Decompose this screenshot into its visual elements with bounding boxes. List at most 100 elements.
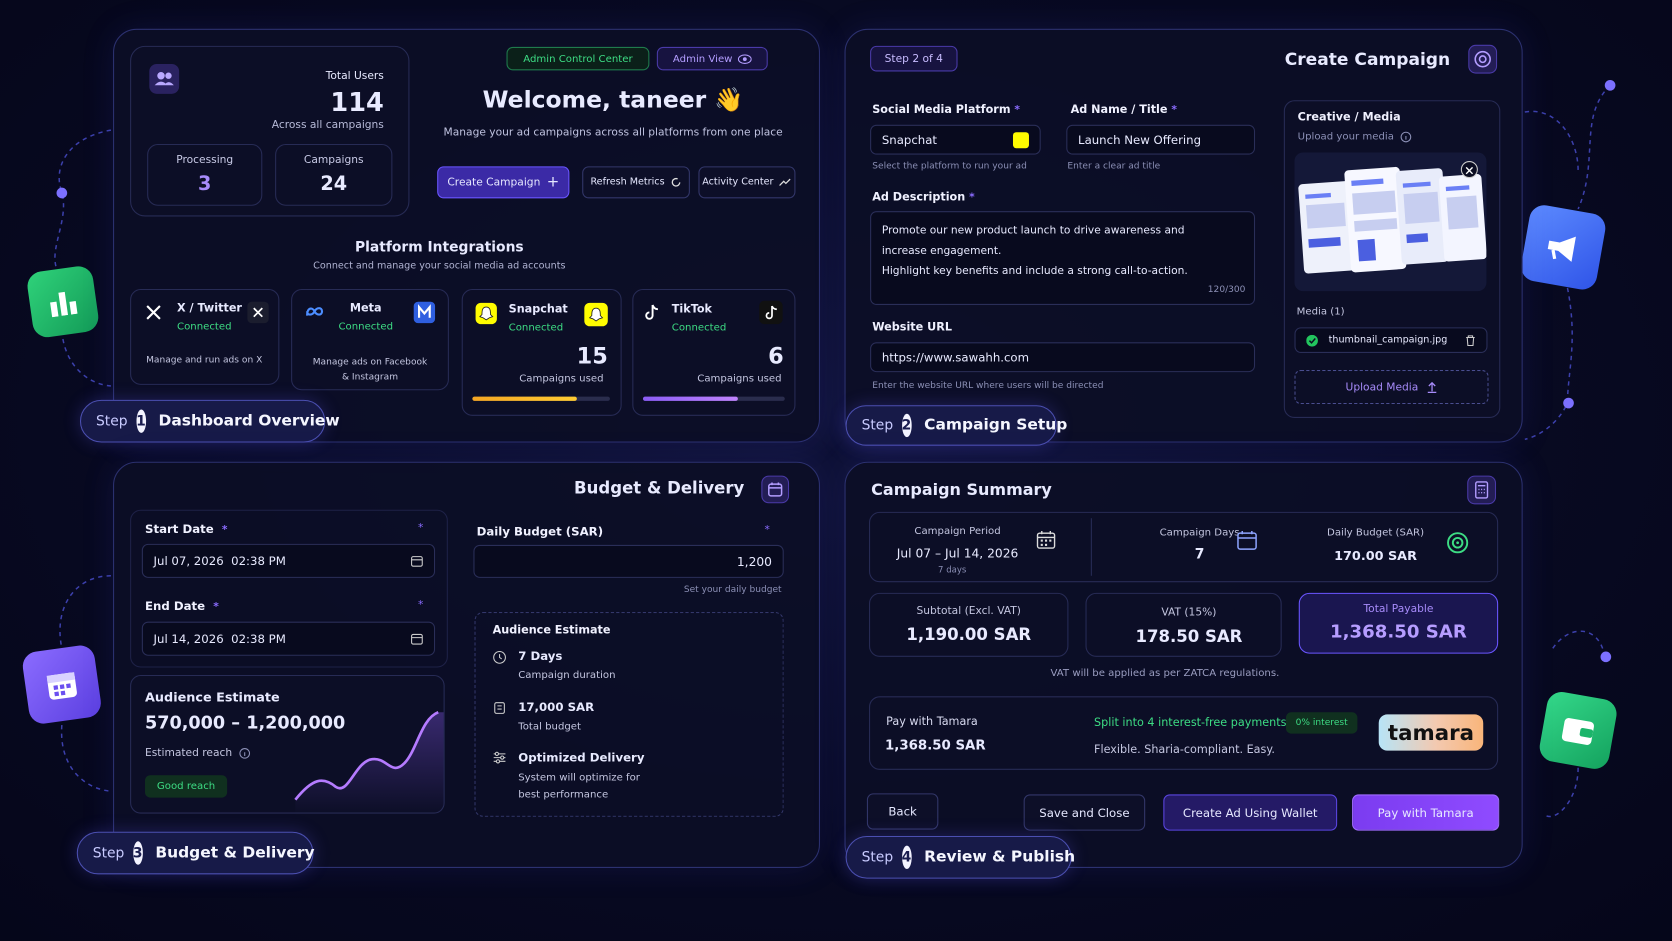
required-mark: * — [1171, 104, 1177, 117]
shape — [1400, 131, 1412, 143]
welcome-subtitle: Manage your ad campaigns across all plat… — [443, 126, 783, 139]
shape — [1298, 166, 1487, 274]
x-badge — [247, 301, 269, 324]
shape — [479, 306, 494, 321]
shape — [154, 81, 174, 86]
shape — [54, 691, 60, 697]
upload-media-button[interactable]: Upload Media — [1294, 370, 1489, 405]
integrations-title: Platform Integrations — [354, 239, 524, 256]
platform-note: Manage ads on Facebook & Instagram — [312, 357, 428, 383]
shape — [306, 307, 324, 316]
usage-track — [642, 396, 785, 401]
target-icon — [1447, 532, 1469, 554]
shape — [59, 575, 111, 649]
budget-panel — [113, 461, 820, 868]
label-text: Social Media Platform — [872, 103, 1011, 117]
shape — [1352, 190, 1397, 215]
shape — [1561, 717, 1595, 745]
end-date-input[interactable]: Jul 14, 2026 02:38 PM — [141, 621, 436, 656]
refresh-icon — [671, 177, 681, 187]
shape — [1037, 531, 1055, 539]
shape — [60, 690, 66, 696]
shape — [295, 712, 444, 813]
shape — [1551, 249, 1557, 260]
remove-button[interactable] — [1460, 161, 1478, 179]
reach-label: Estimated reach — [145, 747, 250, 759]
shape — [779, 178, 792, 186]
shape — [1604, 79, 1616, 91]
vat-value: 178.50 SAR — [1135, 626, 1243, 647]
days-label: Campaign Days — [1159, 526, 1240, 539]
pay-tamara-button[interactable]: Pay with Tamara — [1352, 794, 1500, 831]
shape — [253, 307, 263, 318]
refresh-metrics-button[interactable]: Refresh Metrics — [582, 166, 690, 199]
usage-track — [472, 396, 610, 401]
shape — [588, 307, 604, 322]
wallet-button[interactable]: Create Ad Using Wallet — [1163, 794, 1338, 831]
creative-subtitle: Upload your media — [1298, 131, 1412, 143]
step-pill: Step 1 Dashboard Overview — [79, 399, 340, 443]
shape — [1446, 195, 1479, 230]
activity-center-button[interactable]: Activity Center — [698, 166, 796, 199]
save-close-button[interactable]: Save and Close — [1023, 794, 1146, 831]
estimate-title: Audience Estimate — [492, 623, 611, 637]
platform-select[interactable]: Snapchat — [870, 124, 1041, 155]
description-input[interactable]: Promote our new product launch to drive … — [870, 211, 1256, 305]
field-label: Start Date * — [145, 522, 227, 536]
field-label: End Date * — [145, 599, 219, 613]
shape — [58, 291, 69, 316]
ad-name-input[interactable]: Launch New Offering — [1066, 124, 1256, 155]
total-users-sub: Across all campaigns — [271, 119, 384, 132]
shape — [61, 330, 111, 387]
money-icon — [494, 702, 505, 714]
shape — [1478, 55, 1487, 64]
tamara-title: Pay with Tamara — [886, 715, 978, 729]
shape — [69, 301, 78, 315]
reach-badge: Good reach — [145, 775, 228, 798]
back-button[interactable]: Back — [866, 793, 939, 830]
shape — [1524, 110, 1579, 171]
start-date-input[interactable]: Jul 07, 2026 02:38 PM — [141, 543, 436, 578]
label-text: Estimated reach — [145, 747, 233, 760]
shape — [500, 755, 505, 760]
field-label: Ad Name / Title * — [1071, 103, 1177, 116]
shape — [1040, 539, 1043, 542]
estimate-item-title: 7 Days — [518, 649, 563, 664]
create-campaign-button[interactable]: Create Campaign + — [437, 166, 570, 199]
calculator-icon — [1467, 475, 1497, 505]
shape — [1402, 181, 1431, 188]
eye-icon — [737, 53, 752, 64]
description-line: increase engagement. — [881, 245, 1002, 257]
badge-text: Admin View — [672, 52, 733, 65]
days-value: 7 — [1194, 547, 1205, 564]
shape — [768, 482, 783, 497]
button-text: Activity Center — [702, 177, 774, 188]
file-name: thumbnail_campaign.jpg — [1328, 334, 1448, 346]
platform-name: X / Twitter — [177, 301, 242, 315]
chart-icon — [25, 264, 101, 340]
shape — [411, 556, 423, 567]
admin-view-badge[interactable]: Admin View — [656, 46, 768, 71]
delete-icon[interactable] — [1465, 334, 1476, 346]
usage-fill — [642, 396, 738, 401]
step-word: Step — [861, 417, 894, 434]
reach-range: 570,000 – 1,200,000 — [145, 712, 346, 733]
shape — [588, 307, 604, 322]
wallet-icon — [1537, 689, 1619, 772]
shape — [1579, 727, 1594, 738]
check-icon — [1306, 334, 1318, 347]
required-mark: * — [1014, 104, 1020, 117]
shape — [1445, 185, 1470, 192]
daily-budget-input[interactable]: 1,200 — [473, 544, 784, 578]
tiktok-badge — [759, 300, 783, 325]
shape — [1308, 337, 1316, 344]
processing-value: 3 — [198, 172, 212, 196]
tamara-logo: tamara — [1378, 714, 1484, 751]
shape — [294, 711, 439, 801]
shape — [1306, 334, 1318, 347]
shape — [494, 751, 500, 757]
website-input[interactable]: https://www.sawahh.com — [870, 342, 1256, 373]
required-mark: * — [213, 601, 219, 614]
char-counter: 120/300 — [1207, 284, 1246, 296]
